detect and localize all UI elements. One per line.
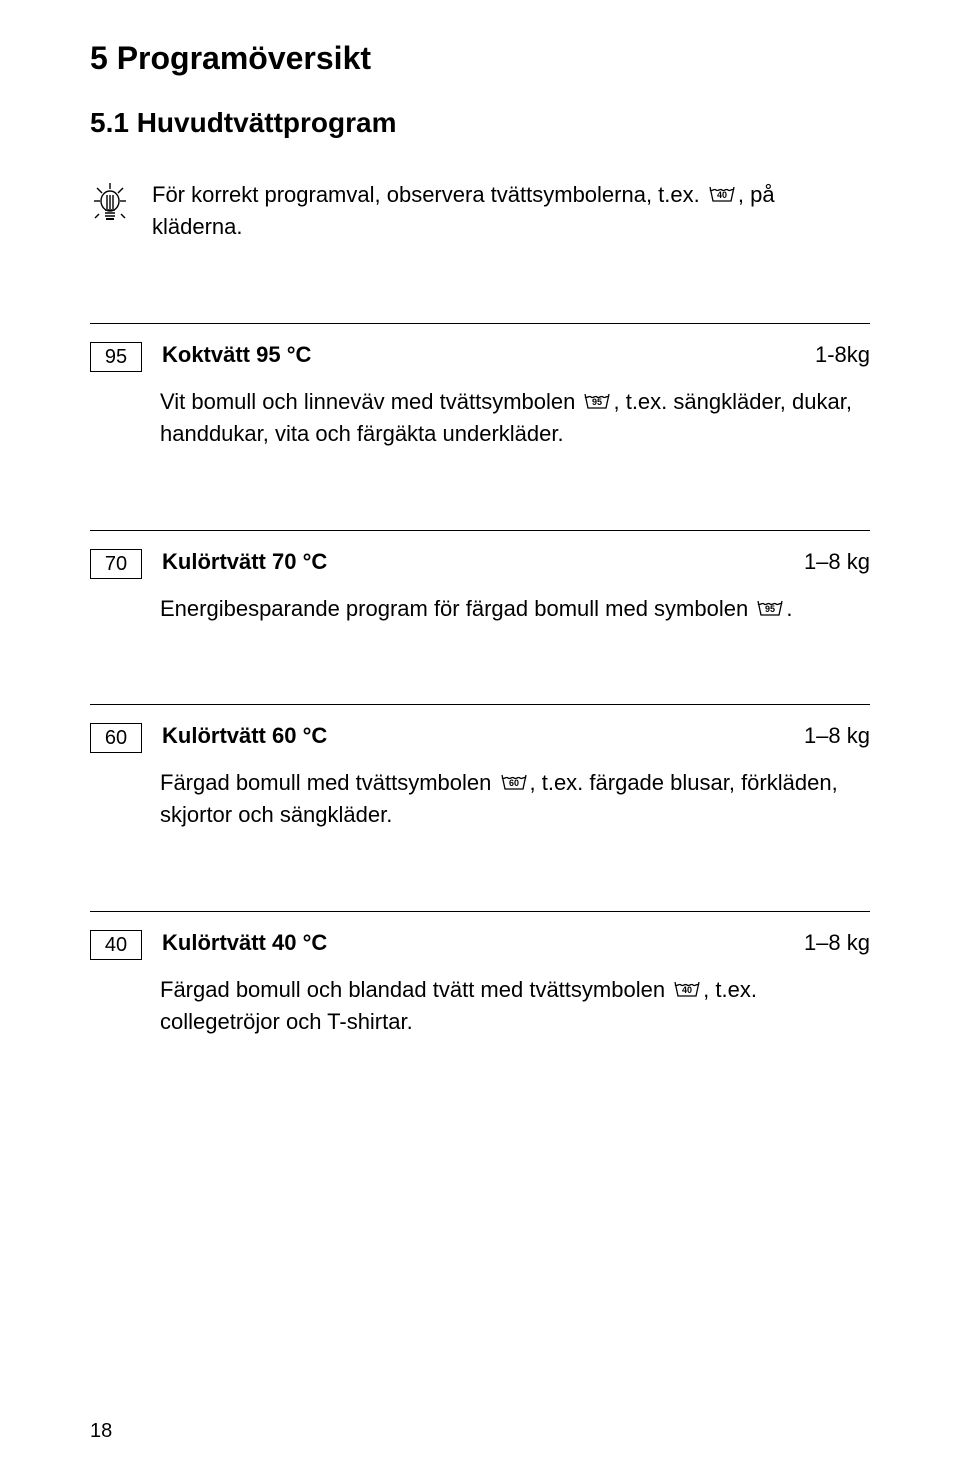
wash-symbol-value: 40 [682, 985, 692, 995]
wash-symbol-icon: 95 [756, 598, 784, 618]
program-title: Kulörtvätt 40 °C [162, 930, 327, 956]
program-number: 70 [90, 549, 142, 579]
rule [90, 704, 870, 705]
bulb-icon [90, 181, 130, 230]
program-body: Energibesparande program för färgad bomu… [160, 593, 870, 625]
program-block: 95 Koktvätt 95 °C 1-8kg Vit bomull och l… [90, 323, 870, 450]
program-header: 95 Koktvätt 95 °C 1-8kg [90, 342, 870, 372]
program-block: 70 Kulörtvätt 70 °C 1–8 kg Energibespara… [90, 530, 870, 625]
tip-pre: För korrekt programval, observera tvätts… [152, 182, 706, 207]
program-body-pre: Färgad bomull med tvättsymbolen [160, 770, 498, 795]
program-body: Färgad bomull med tvättsymbolen 60, t.ex… [160, 767, 870, 831]
wash-symbol-icon: 40 [708, 184, 736, 204]
rule [90, 530, 870, 531]
program-weight: 1–8 kg [804, 930, 870, 956]
program-body: Vit bomull och linneväv med tvättsymbole… [160, 386, 870, 450]
heading-2: 5.1 Huvudtvättprogram [90, 107, 870, 139]
rule [90, 323, 870, 324]
program-weight: 1–8 kg [804, 549, 870, 575]
rule [90, 911, 870, 912]
program-body-pre: Vit bomull och linneväv med tvättsymbole… [160, 389, 581, 414]
program-header: 70 Kulörtvätt 70 °C 1–8 kg [90, 549, 870, 579]
wash-symbol-icon: 60 [500, 772, 528, 792]
wash-symbol-icon: 95 [583, 391, 611, 411]
wash-symbol-value: 60 [508, 778, 518, 788]
program-number: 60 [90, 723, 142, 753]
program-block: 40 Kulörtvätt 40 °C 1–8 kg Färgad bomull… [90, 911, 870, 1038]
page-number: 18 [90, 1420, 112, 1443]
program-body: Färgad bomull och blandad tvätt med tvät… [160, 974, 870, 1038]
program-block: 60 Kulörtvätt 60 °C 1–8 kg Färgad bomull… [90, 704, 870, 831]
heading-1: 5 Programöversikt [90, 40, 870, 77]
wash-symbol-value: 95 [592, 397, 602, 407]
program-body-pre: Energibesparande program för färgad bomu… [160, 596, 754, 621]
wash-symbol-value: 40 [717, 190, 727, 200]
program-title: Kulörtvätt 60 °C [162, 723, 327, 749]
program-number: 95 [90, 342, 142, 372]
program-body-pre: Färgad bomull och blandad tvätt med tvät… [160, 977, 671, 1002]
wash-symbol-icon: 40 [673, 979, 701, 999]
program-header: 40 Kulörtvätt 40 °C 1–8 kg [90, 930, 870, 960]
program-header: 60 Kulörtvätt 60 °C 1–8 kg [90, 723, 870, 753]
program-title: Kulörtvätt 70 °C [162, 549, 327, 575]
program-weight: 1-8kg [815, 342, 870, 368]
tip-text: För korrekt programval, observera tvätts… [152, 179, 870, 243]
tip-row: För korrekt programval, observera tvätts… [90, 179, 870, 243]
program-body-post: . [786, 596, 792, 621]
program-title: Koktvätt 95 °C [162, 342, 311, 368]
program-weight: 1–8 kg [804, 723, 870, 749]
wash-symbol-value: 95 [765, 604, 775, 614]
program-number: 40 [90, 930, 142, 960]
